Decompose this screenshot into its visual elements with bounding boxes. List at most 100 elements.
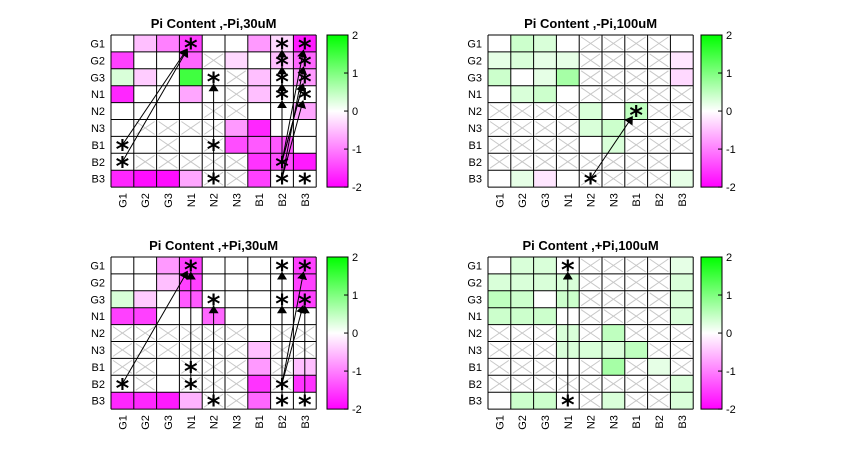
cross-mark	[226, 104, 247, 118]
heatmap-cell	[488, 257, 511, 274]
y-tick-label: N2	[91, 328, 105, 340]
significance-star: *	[275, 289, 289, 319]
significance-star: *	[207, 289, 221, 319]
cross-mark	[135, 326, 155, 340]
heatmap-cell	[247, 273, 271, 291]
cross-mark	[603, 53, 624, 68]
cross-mark	[649, 53, 669, 68]
heatmap-cell	[202, 257, 225, 274]
heatmap-cell	[293, 35, 317, 52]
x-tick-label: G1	[117, 415, 129, 430]
y-tick-label: B2	[92, 157, 105, 169]
heatmap-cell	[488, 392, 511, 410]
cross-mark	[226, 70, 247, 85]
cross-mark	[649, 70, 669, 85]
cross-mark	[626, 309, 646, 324]
y-tick-label: B3	[469, 396, 482, 408]
heatmap-cell	[670, 290, 694, 308]
cross-mark	[626, 154, 646, 169]
transition-arrow	[281, 271, 308, 384]
cross-mark	[580, 53, 601, 68]
heatmap-cell	[111, 392, 134, 410]
heatmap-cell	[156, 257, 180, 274]
y-tick-label: G2	[90, 55, 105, 67]
heatmap-cell	[133, 170, 157, 188]
cross-mark	[672, 104, 692, 118]
cross-mark	[580, 393, 601, 408]
heatmap-cell	[293, 170, 317, 188]
heatmap-cell	[225, 119, 248, 137]
heatmap-cell	[670, 257, 694, 274]
heatmap-cell	[247, 307, 271, 325]
y-tick-label: N2	[91, 106, 105, 118]
x-tick-label: G3	[163, 415, 175, 430]
x-tick-label: B1	[254, 415, 266, 428]
heatmap-cell	[133, 257, 157, 274]
heatmap-cell	[533, 290, 557, 308]
cross-mark	[626, 326, 646, 340]
colorbar-tick-label: 0	[726, 328, 732, 340]
heatmap-cell	[111, 257, 134, 274]
heatmap-cell	[225, 257, 248, 274]
heatmap-cell	[111, 307, 134, 325]
heatmap-cell	[579, 341, 602, 359]
y-tick-label: N3	[91, 345, 105, 357]
significance-star: *	[275, 67, 289, 97]
heatmap-cell	[202, 273, 225, 291]
y-tick-label: N3	[468, 345, 482, 357]
y-tick-label: G3	[467, 72, 482, 84]
x-tick-label: N3	[608, 193, 620, 207]
heatmap-cell	[602, 358, 625, 376]
cross-mark	[226, 343, 247, 357]
colorbar-tick-label: -2	[352, 404, 362, 416]
heatmap-cell	[156, 307, 180, 325]
significance-star: *	[275, 391, 289, 421]
heatmap-cell	[488, 85, 511, 103]
colorbar-tick-label: 2	[726, 30, 732, 42]
cross-mark	[603, 36, 624, 51]
transition-arrow	[281, 83, 306, 162]
cross-mark	[649, 87, 669, 102]
heatmap-cell	[156, 85, 180, 103]
heatmap-cell	[179, 102, 203, 120]
y-tick-label: G1	[90, 260, 105, 272]
y-tick-label: N1	[91, 89, 105, 101]
cross-mark	[672, 326, 692, 340]
cross-mark	[558, 104, 578, 118]
heatmap-cell	[602, 102, 625, 120]
x-tick-label: N3	[231, 193, 243, 207]
significance-star: *	[207, 169, 221, 199]
heatmap-cell	[602, 119, 625, 137]
heatmap-cell	[202, 290, 225, 308]
cross-mark	[489, 121, 510, 135]
cross-mark	[489, 104, 510, 118]
cross-mark	[626, 292, 646, 307]
significance-star: *	[298, 33, 312, 63]
cross-mark	[489, 154, 510, 169]
cross-mark	[649, 258, 669, 273]
heatmap-cell	[225, 307, 248, 325]
y-tick-label: G1	[467, 260, 482, 272]
x-tick-label: G2	[140, 193, 152, 208]
x-tick-label: G3	[540, 193, 552, 208]
x-tick-label: B3	[300, 415, 312, 428]
heatmap-cell	[556, 170, 580, 188]
heatmap-cell	[670, 51, 694, 69]
y-tick-label: B2	[92, 379, 105, 391]
x-tick-label: B3	[677, 415, 689, 428]
cross-mark	[649, 121, 669, 135]
significance-star: *	[275, 374, 289, 404]
x-tick-label: B1	[631, 415, 643, 428]
cross-mark	[626, 376, 646, 391]
heatmap-panel: Pi Content ,-Pi,30uM G1 G2 G3 N1 N2 N3 B1 B2 B3 G1…	[90, 16, 361, 208]
x-tick-label: B2	[654, 415, 666, 428]
heatmap-cell	[133, 290, 157, 308]
x-tick-label: G3	[540, 415, 552, 430]
heatmap-cell	[111, 85, 134, 103]
heatmap-cell	[602, 324, 625, 342]
heatmap-cell	[293, 392, 317, 410]
cross-mark	[226, 154, 247, 169]
heatmap-cell	[111, 170, 134, 188]
cross-mark	[672, 121, 692, 135]
heatmap-cell	[510, 307, 534, 325]
